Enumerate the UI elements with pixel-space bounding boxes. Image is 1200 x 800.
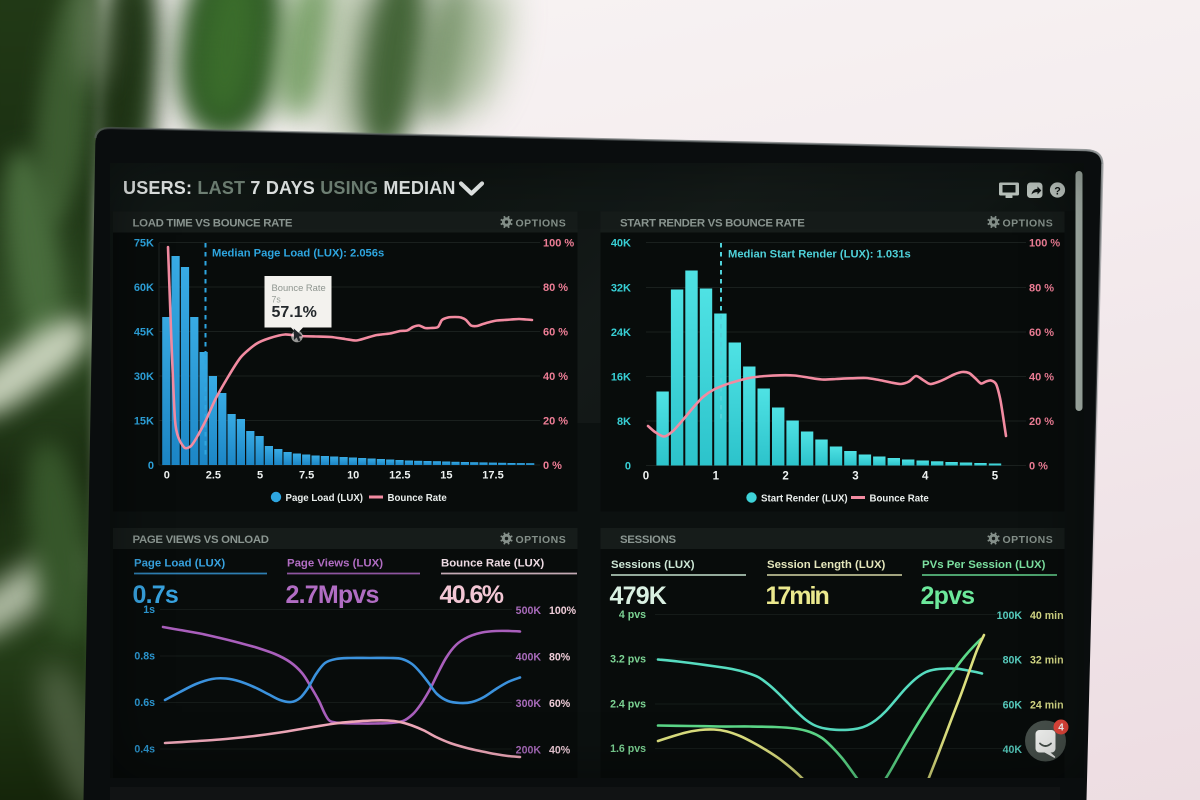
svg-text:PVs Per Session (LUX): PVs Per Session (LUX) xyxy=(922,559,1046,571)
svg-text:60K: 60K xyxy=(134,282,154,294)
svg-text:40K: 40K xyxy=(611,238,631,250)
svg-text:0: 0 xyxy=(643,471,649,483)
svg-text:0 %: 0 % xyxy=(543,460,562,472)
svg-text:30K: 30K xyxy=(134,371,154,383)
svg-text:24 min: 24 min xyxy=(1030,700,1064,712)
svg-text:40 %: 40 % xyxy=(1029,372,1054,384)
svg-text:7s: 7s xyxy=(272,295,282,305)
svg-text:479K: 479K xyxy=(610,582,667,610)
svg-text:80%: 80% xyxy=(549,652,571,664)
svg-text:2pvs: 2pvs xyxy=(921,582,975,610)
svg-text:LOAD TIME VS BOUNCE RATE: LOAD TIME VS BOUNCE RATE xyxy=(133,218,293,230)
svg-text:START RENDER VS BOUNCE RATE: START RENDER VS BOUNCE RATE xyxy=(620,218,805,230)
svg-text:USERS: LAST 7 DAYS USING MEDIA: USERS: LAST 7 DAYS USING MEDIAN xyxy=(123,178,456,198)
svg-text:300K: 300K xyxy=(516,698,542,710)
svg-text:0 %: 0 % xyxy=(1029,461,1048,473)
svg-text:200K: 200K xyxy=(516,745,542,757)
svg-text:Bounce Rate: Bounce Rate xyxy=(272,282,326,293)
svg-text:0: 0 xyxy=(164,470,170,482)
svg-text:0.7s: 0.7s xyxy=(133,581,178,609)
svg-text:100%: 100% xyxy=(549,605,577,617)
svg-text:45K: 45K xyxy=(134,327,154,339)
svg-text:OPTIONS: OPTIONS xyxy=(516,217,567,229)
svg-text:10: 10 xyxy=(347,470,359,482)
svg-text:7.5: 7.5 xyxy=(299,470,314,482)
svg-text:Page Load (LUX): Page Load (LUX) xyxy=(134,558,225,570)
svg-text:Session Length (LUX): Session Length (LUX) xyxy=(767,559,886,571)
svg-text:2.7Mpvs: 2.7Mpvs xyxy=(286,581,379,609)
svg-text:OPTIONS: OPTIONS xyxy=(1003,217,1054,229)
svg-text:12.5: 12.5 xyxy=(389,470,410,482)
svg-text:4: 4 xyxy=(922,471,929,483)
svg-text:4: 4 xyxy=(1058,723,1064,734)
svg-text:40K: 40K xyxy=(1003,744,1023,756)
svg-text:60 %: 60 % xyxy=(1029,327,1054,339)
svg-text:2: 2 xyxy=(782,471,788,483)
svg-text:Page Views (LUX): Page Views (LUX) xyxy=(287,558,383,570)
svg-text:40 min: 40 min xyxy=(1030,610,1064,622)
svg-text:4 pvs: 4 pvs xyxy=(619,609,646,621)
svg-text:0.6s: 0.6s xyxy=(134,697,155,709)
svg-text:40%: 40% xyxy=(549,745,571,757)
svg-text:100 %: 100 % xyxy=(543,238,574,250)
svg-text:Start Render (LUX): Start Render (LUX) xyxy=(761,494,848,505)
svg-text:2.4 pvs: 2.4 pvs xyxy=(610,699,646,711)
svg-text:20 %: 20 % xyxy=(543,416,568,428)
svg-text:16K: 16K xyxy=(611,372,631,384)
svg-text:Median Page Load (LUX): 2.056s: Median Page Load (LUX): 2.056s xyxy=(212,248,384,260)
svg-text:17min: 17min xyxy=(766,582,829,610)
svg-text:5: 5 xyxy=(257,470,263,482)
svg-text:8K: 8K xyxy=(617,416,631,428)
svg-text:Bounce Rate: Bounce Rate xyxy=(388,493,448,504)
svg-text:20 %: 20 % xyxy=(1029,416,1054,428)
svg-text:32K: 32K xyxy=(611,283,631,295)
svg-text:2.5: 2.5 xyxy=(206,470,221,482)
svg-text:80 %: 80 % xyxy=(1029,283,1054,295)
svg-text:3: 3 xyxy=(852,471,858,483)
svg-text:75K: 75K xyxy=(134,238,154,250)
svg-text:100K: 100K xyxy=(997,610,1023,622)
svg-text:0.4s: 0.4s xyxy=(134,744,155,756)
svg-text:Bounce Rate (LUX): Bounce Rate (LUX) xyxy=(441,558,544,570)
svg-text:Median Start Render (LUX): 1.0: Median Start Render (LUX): 1.031s xyxy=(728,249,911,261)
svg-text:Bounce Rate: Bounce Rate xyxy=(870,494,930,505)
svg-text:5: 5 xyxy=(992,471,999,483)
svg-text:500K: 500K xyxy=(516,605,542,617)
svg-text:0.8s: 0.8s xyxy=(134,651,155,663)
svg-text:32 min: 32 min xyxy=(1030,655,1064,667)
svg-text:60%: 60% xyxy=(549,698,571,710)
svg-text:Page Load (LUX): Page Load (LUX) xyxy=(286,493,364,504)
svg-text:400K: 400K xyxy=(516,652,542,664)
svg-text:15: 15 xyxy=(440,470,452,482)
svg-text:OPTIONS: OPTIONS xyxy=(516,534,567,546)
svg-text:100 %: 100 % xyxy=(1029,238,1060,250)
svg-text:17.5: 17.5 xyxy=(482,470,503,482)
svg-text:15K: 15K xyxy=(134,416,154,428)
svg-text:80 %: 80 % xyxy=(543,282,568,294)
svg-text:0: 0 xyxy=(625,461,631,473)
svg-text:57.1%: 57.1% xyxy=(272,304,317,321)
svg-text:SESSIONS: SESSIONS xyxy=(620,534,677,546)
svg-text:Sessions (LUX): Sessions (LUX) xyxy=(611,559,695,571)
svg-text:?: ? xyxy=(1054,186,1061,198)
svg-text:60 %: 60 % xyxy=(543,327,568,339)
svg-text:1.6 pvs: 1.6 pvs xyxy=(610,743,646,755)
svg-text:OPTIONS: OPTIONS xyxy=(1003,534,1054,546)
svg-text:3.2 pvs: 3.2 pvs xyxy=(610,654,646,666)
svg-text:60K: 60K xyxy=(1003,700,1023,712)
svg-text:24K: 24K xyxy=(611,327,631,339)
svg-text:0: 0 xyxy=(148,460,154,472)
svg-text:40 %: 40 % xyxy=(543,371,568,383)
svg-text:80K: 80K xyxy=(1003,655,1023,667)
svg-text:40.6%: 40.6% xyxy=(440,581,504,609)
svg-text:1: 1 xyxy=(713,471,720,483)
svg-text:1s: 1s xyxy=(143,604,155,616)
svg-text:PAGE VIEWS VS ONLOAD: PAGE VIEWS VS ONLOAD xyxy=(133,534,269,546)
